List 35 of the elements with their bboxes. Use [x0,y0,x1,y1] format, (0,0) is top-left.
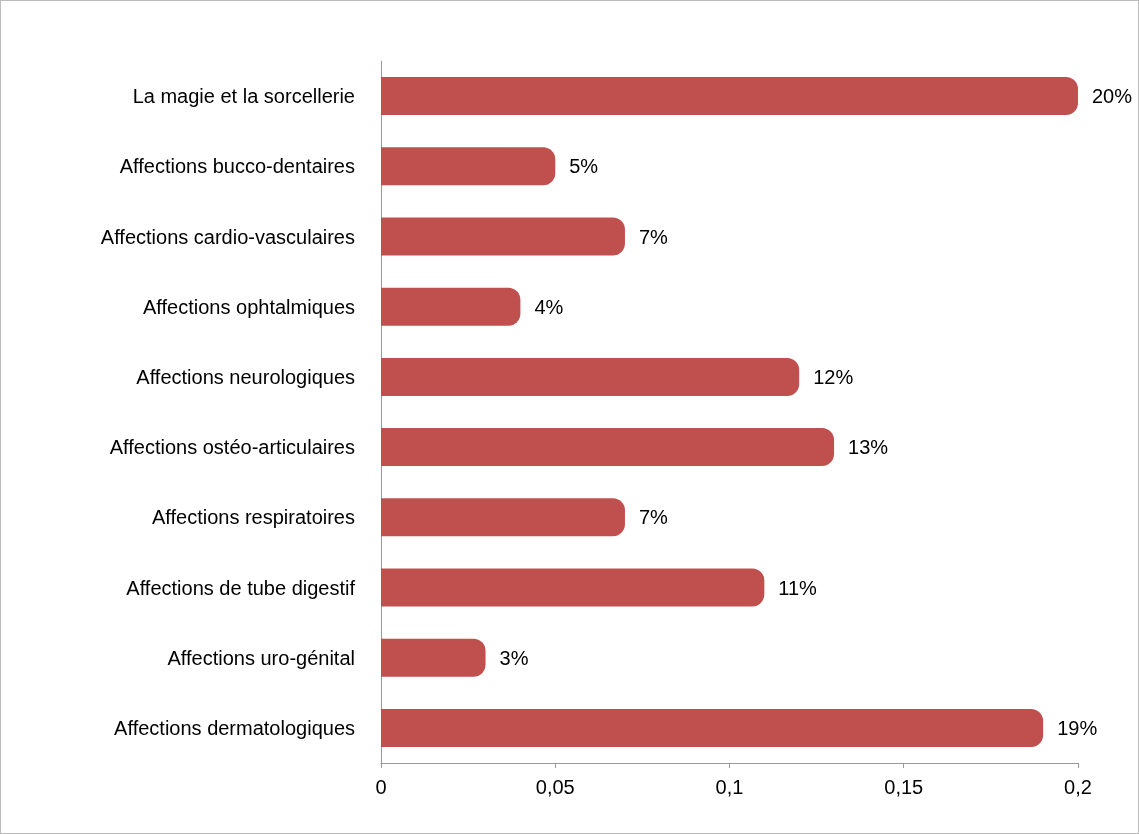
y-tick-label: Affections neurologiques [136,365,355,388]
data-label: 7% [638,506,669,529]
y-tick-label: Affections ophtalmiques [143,295,355,318]
data-label: 7% [638,225,669,248]
x-tick-label: 0,1 [715,776,744,798]
bar [381,147,556,186]
y-tick-label: Affections de tube digestif [126,576,356,599]
y-tick-label: Affections respiratoires [151,506,355,529]
data-label: 20% [1092,85,1133,108]
data-label: 5% [569,155,599,178]
y-tick-label: La magie et la sorcellerie [132,85,355,108]
bar [381,498,625,537]
x-tick-label: 0 [375,776,387,798]
bar [381,568,765,607]
bar [381,77,1078,116]
y-tick-label: Affections ostéo-articulaires [109,436,355,459]
data-label: 13% [848,436,889,459]
bar [381,357,800,396]
data-label: 12% [813,365,854,388]
data-label: 4% [534,295,564,318]
y-tick-label: Affections cardio-vasculaires [100,225,355,248]
y-tick-label: Affections bucco-dentaires [119,155,355,178]
y-tick-label: Affections uro-génital [167,646,355,669]
bar [381,287,521,326]
x-tick-label: 0,15 [884,776,924,798]
y-tick-label: Affections dermatologiques [114,716,355,739]
x-tick-label: 0,05 [535,776,575,798]
data-label: 11% [778,576,818,599]
data-label: 3% [499,646,529,669]
bar [381,428,835,467]
data-label: 19% [1057,716,1098,739]
bar [381,638,486,677]
bar [381,217,625,256]
bar [381,708,1044,747]
x-tick-label: 0,2 [1064,776,1092,798]
